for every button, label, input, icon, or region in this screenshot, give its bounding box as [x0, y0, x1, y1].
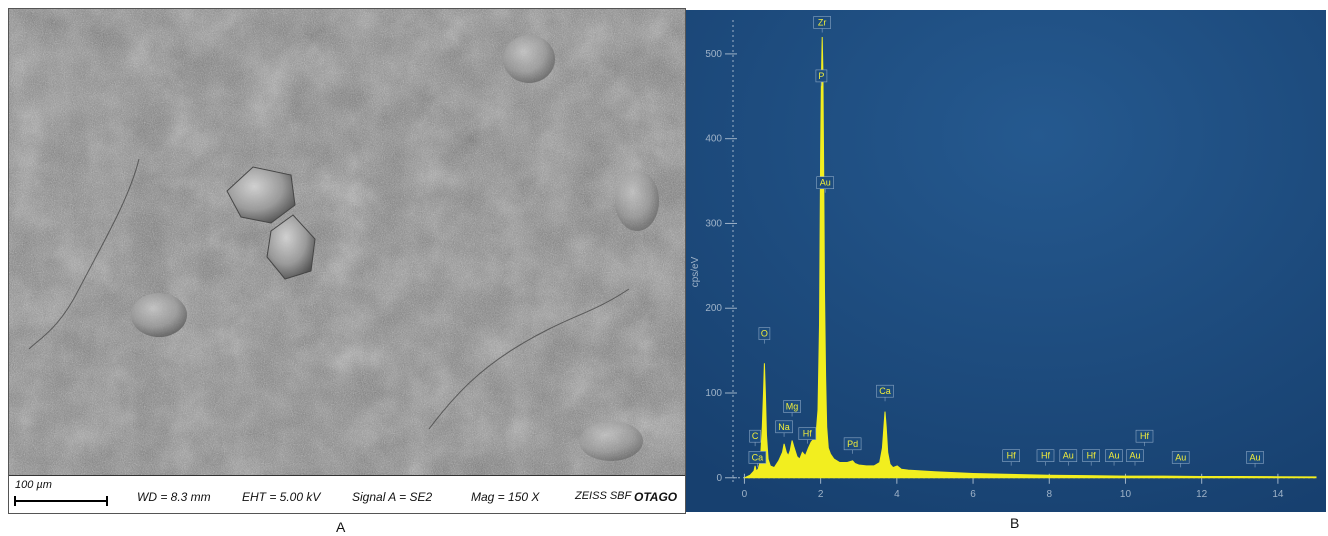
peak-label-text: O — [761, 329, 768, 339]
peak-label: Au — [1246, 451, 1264, 468]
x-tick-label: 8 — [1046, 489, 1052, 500]
peak-label-box — [775, 420, 793, 434]
sem-info-bar: 100 µm WD = 8.3 mm EHT = 5.00 kV Signal … — [9, 475, 685, 513]
x-tick-label: 14 — [1272, 489, 1284, 500]
signal-type: Signal A = SE2 — [352, 490, 433, 504]
y-tick-label: 500 — [705, 49, 722, 60]
x-tick-label: 12 — [1196, 489, 1208, 500]
peak-label: Ca — [876, 384, 894, 402]
peak-label: Au — [1105, 449, 1123, 466]
peak-label: Hf — [1036, 449, 1055, 466]
series-layer — [744, 36, 1317, 479]
scalebar-label: 100 µm — [15, 479, 52, 491]
working-distance: WD = 8.3 mm — [137, 490, 211, 504]
y-tick-label: 0 — [716, 473, 722, 484]
peak-label-box — [798, 427, 817, 440]
spectrum-area — [744, 36, 1317, 479]
peak-label: P — [815, 69, 828, 86]
panel-label-a: A — [336, 519, 346, 535]
peak-label-text: Au — [1109, 451, 1120, 461]
peak-label-text: Au — [1063, 451, 1074, 461]
x-tick-label: 6 — [970, 489, 976, 500]
peak-label: Au — [1126, 449, 1144, 466]
peak-label: Au — [816, 176, 834, 193]
sem-micrograph-image — [9, 9, 685, 475]
x-tick-label: 2 — [818, 489, 824, 500]
peak-label-text: Mg — [786, 402, 799, 412]
y-tick-label: 300 — [705, 218, 722, 229]
plot-background — [686, 10, 1326, 512]
magnification: Mag = 150 X — [471, 490, 540, 504]
peak-label-text: Hf — [803, 429, 812, 439]
y-tick-label: 100 — [705, 388, 722, 399]
eds-spectrum-chart: 0 100 200 300 400 500 0 2 4 6 8 10 12 14 Zr P Au O Mg Na Hf… — [686, 10, 1326, 512]
peak-label: Zr — [813, 16, 831, 33]
institution-name: OTAGO — [634, 490, 678, 504]
x-tick-label: 4 — [894, 489, 900, 500]
peak-label-text: Pd — [847, 439, 858, 449]
peak-label-text: Hf — [1087, 451, 1096, 461]
eds-spectrum-panel: 0 100 200 300 400 500 0 2 4 6 8 10 12 14 Zr P Au O Mg Na Hf… — [686, 10, 1326, 512]
peak-label-text: Ca — [879, 386, 891, 396]
peak-label: Pd — [843, 437, 862, 454]
x-tick-label: 0 — [742, 489, 748, 500]
peak-label: Hf — [1082, 449, 1101, 466]
peak-label-text: Zr — [818, 18, 827, 28]
peak-label: Hf — [1002, 449, 1021, 466]
peak-label: Hf — [1135, 429, 1154, 447]
sem-micrograph-panel: 100 µm WD = 8.3 mm EHT = 5.00 kV Signal … — [8, 8, 686, 514]
peak-label: Mg — [783, 400, 801, 417]
y-axis-label: cps/eV — [690, 256, 701, 287]
peak-label: Hf — [798, 427, 817, 444]
peak-label-text: Au — [1175, 452, 1186, 462]
peak-label-text: Hf — [1007, 451, 1016, 461]
peak-label-text: Au — [820, 178, 831, 188]
peak-label-text: C — [752, 431, 759, 441]
peak-label-text: Hf — [1041, 451, 1050, 461]
instrument-name: ZEISS SBF — [575, 490, 632, 502]
peak-label-text: P — [818, 71, 824, 81]
x-tick-label: 10 — [1120, 489, 1132, 500]
peak-label: Au — [1171, 451, 1190, 468]
peak-label-text: Ca — [752, 452, 764, 462]
eht-voltage: EHT = 5.00 kV — [242, 490, 321, 504]
panel-label-b: B — [1010, 515, 1020, 531]
peak-label-box — [876, 384, 894, 398]
peak-label: O — [758, 327, 771, 344]
peak-label-text: Hf — [1140, 431, 1149, 441]
scalebar-line — [14, 496, 108, 506]
y-tick-label: 200 — [705, 303, 722, 314]
peak-label: Au — [1059, 449, 1078, 466]
peak-label: C — [749, 429, 761, 447]
peak-label-text: Au — [1129, 451, 1140, 461]
y-tick-label: 400 — [705, 134, 722, 145]
peak-label-text: Au — [1250, 452, 1261, 462]
peak-label: Na — [775, 420, 793, 437]
peak-label-text: Na — [778, 422, 790, 432]
peak-label: Ca — [748, 451, 767, 468]
